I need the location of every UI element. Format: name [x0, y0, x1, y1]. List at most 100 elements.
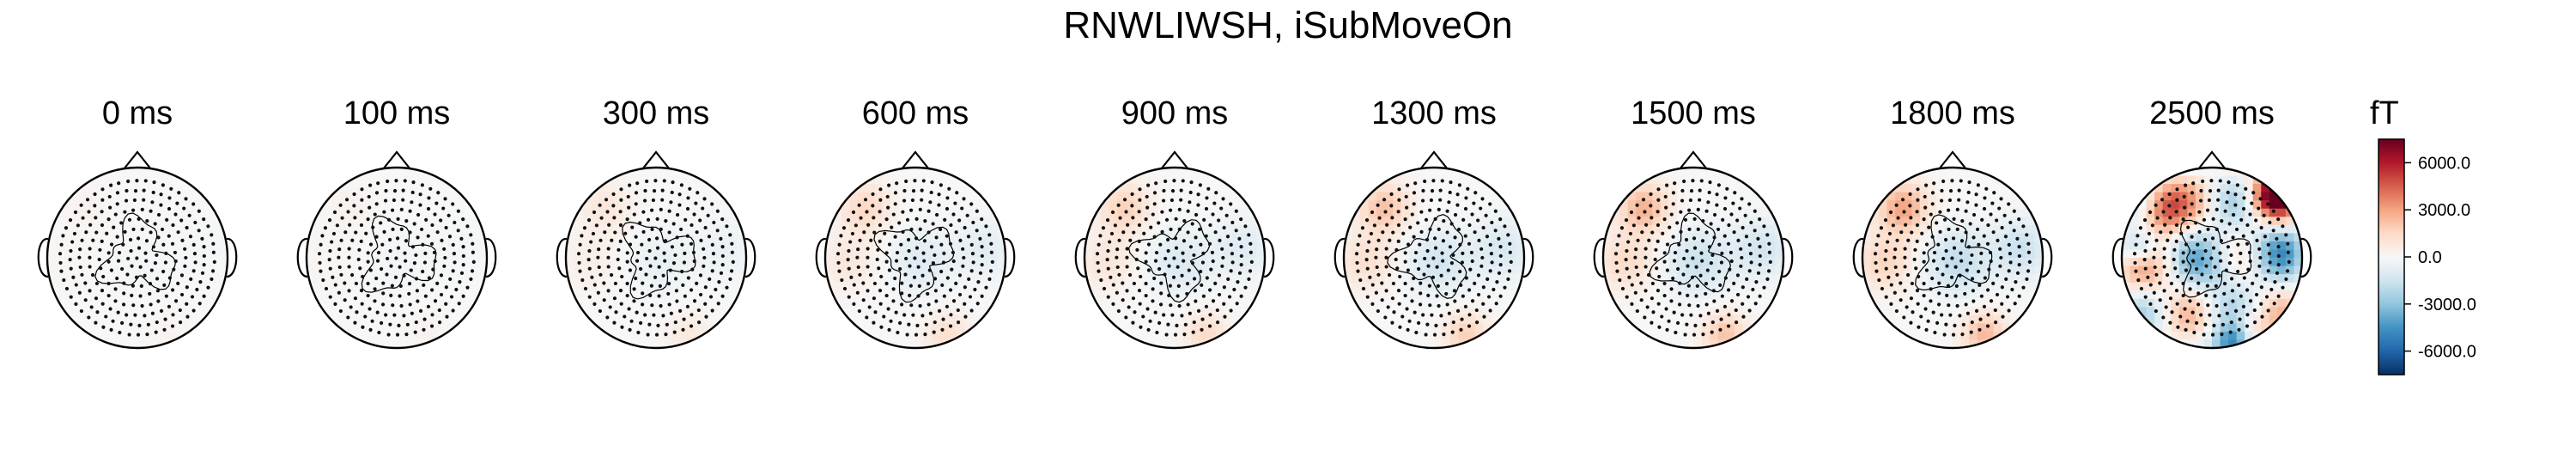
field-cell [705, 266, 714, 275]
field-cell [672, 314, 682, 324]
sensor-dot [1493, 229, 1498, 233]
field-cell [964, 290, 974, 300]
field-cell [380, 307, 390, 316]
sensor-dot [1214, 191, 1218, 195]
field-cell [738, 331, 746, 341]
field-cell [898, 298, 908, 308]
sensor-dot [932, 330, 936, 334]
field-cell [1775, 241, 1783, 251]
field-cell [347, 233, 356, 242]
field-cell [972, 241, 981, 251]
field-cell [915, 175, 925, 185]
field-cell [104, 298, 113, 308]
sensor-dot [1481, 225, 1485, 230]
sensor-dot [318, 260, 322, 266]
field-cell [1750, 307, 1759, 316]
field-cell [219, 175, 228, 185]
sensor-dot [170, 324, 175, 328]
field-cell [631, 331, 641, 341]
field-cell [1133, 217, 1143, 226]
sensor-dot [909, 227, 914, 232]
field-cell [1467, 307, 1476, 316]
nose-outline [1160, 150, 1189, 170]
field-cell [323, 208, 332, 217]
field-cell [1240, 233, 1249, 242]
field-cell [1507, 233, 1517, 242]
sensor-dot [343, 230, 348, 235]
sensor-dot [632, 299, 636, 303]
field-cell [1611, 192, 1620, 201]
sensor-dot [656, 323, 660, 327]
field-cell [898, 224, 908, 234]
field-cell [380, 217, 390, 226]
field-cell [1750, 339, 1759, 348]
field-cell [1710, 298, 1719, 308]
field-cell [882, 224, 891, 234]
sensor-dot [1192, 320, 1196, 325]
field-cell [1611, 233, 1620, 242]
field-cell [882, 282, 891, 291]
sensor-dot [578, 269, 582, 273]
field-cell [388, 314, 398, 324]
field-cell [890, 339, 900, 348]
field-cell [210, 192, 221, 201]
sensor-dot [1220, 264, 1224, 268]
field-cell [339, 217, 349, 226]
field-cell [1434, 175, 1443, 185]
sensor-dot [1493, 209, 1498, 213]
field-cell [1474, 266, 1484, 275]
field-cell [1660, 241, 1669, 251]
field-cell [1434, 298, 1443, 308]
sensor-dot [191, 269, 196, 273]
field-cell [88, 241, 97, 251]
field-cell [1384, 217, 1394, 226]
field-cell [1483, 298, 1492, 308]
sensor-dot [1406, 183, 1410, 187]
sensor-dot [688, 186, 692, 191]
field-cell [96, 282, 106, 291]
field-cell [1726, 241, 1735, 251]
sensor-dot [933, 277, 938, 281]
sensor-dot [73, 210, 78, 215]
sensor-dot [1127, 272, 1133, 278]
field-cell [1734, 266, 1743, 275]
field-cell [932, 192, 941, 201]
sensor-dot [319, 242, 323, 247]
sensor-dot [429, 324, 434, 328]
field-cell [1360, 282, 1370, 291]
field-cell [478, 314, 487, 324]
sensor-dot [100, 239, 104, 243]
field-cell [623, 323, 632, 333]
field-cell [1668, 339, 1678, 348]
field-cell [210, 290, 221, 300]
sensor-dot [394, 256, 398, 260]
sensor-dot [1394, 257, 1398, 262]
field-cell [47, 168, 57, 177]
field-cell [1458, 274, 1467, 284]
sensor-dot [1126, 223, 1130, 227]
sensor-dot [170, 241, 175, 246]
field-cell [1775, 168, 1783, 177]
field-cell [1458, 331, 1467, 341]
sensor-dot [1176, 284, 1181, 288]
field-cell [1224, 258, 1233, 267]
sensor-dot [1428, 227, 1432, 232]
field-cell [1133, 323, 1143, 333]
sensor-dot [1151, 287, 1155, 291]
field-cell [219, 258, 228, 267]
field-cell [1701, 168, 1710, 177]
sensor-dot [861, 281, 866, 285]
sensor-dot [414, 320, 418, 325]
field-cell [656, 241, 665, 251]
sensor-dot [185, 314, 190, 319]
sensor-dot [327, 218, 332, 223]
field-cell [907, 249, 916, 259]
field-cell [656, 192, 665, 201]
field-cell [170, 282, 179, 291]
sensor-dot [423, 294, 428, 298]
field-cell [582, 323, 592, 333]
field-cell [1676, 307, 1686, 316]
field-cell [397, 175, 406, 185]
field-cell [1215, 200, 1224, 210]
field-cell [1676, 184, 1686, 193]
